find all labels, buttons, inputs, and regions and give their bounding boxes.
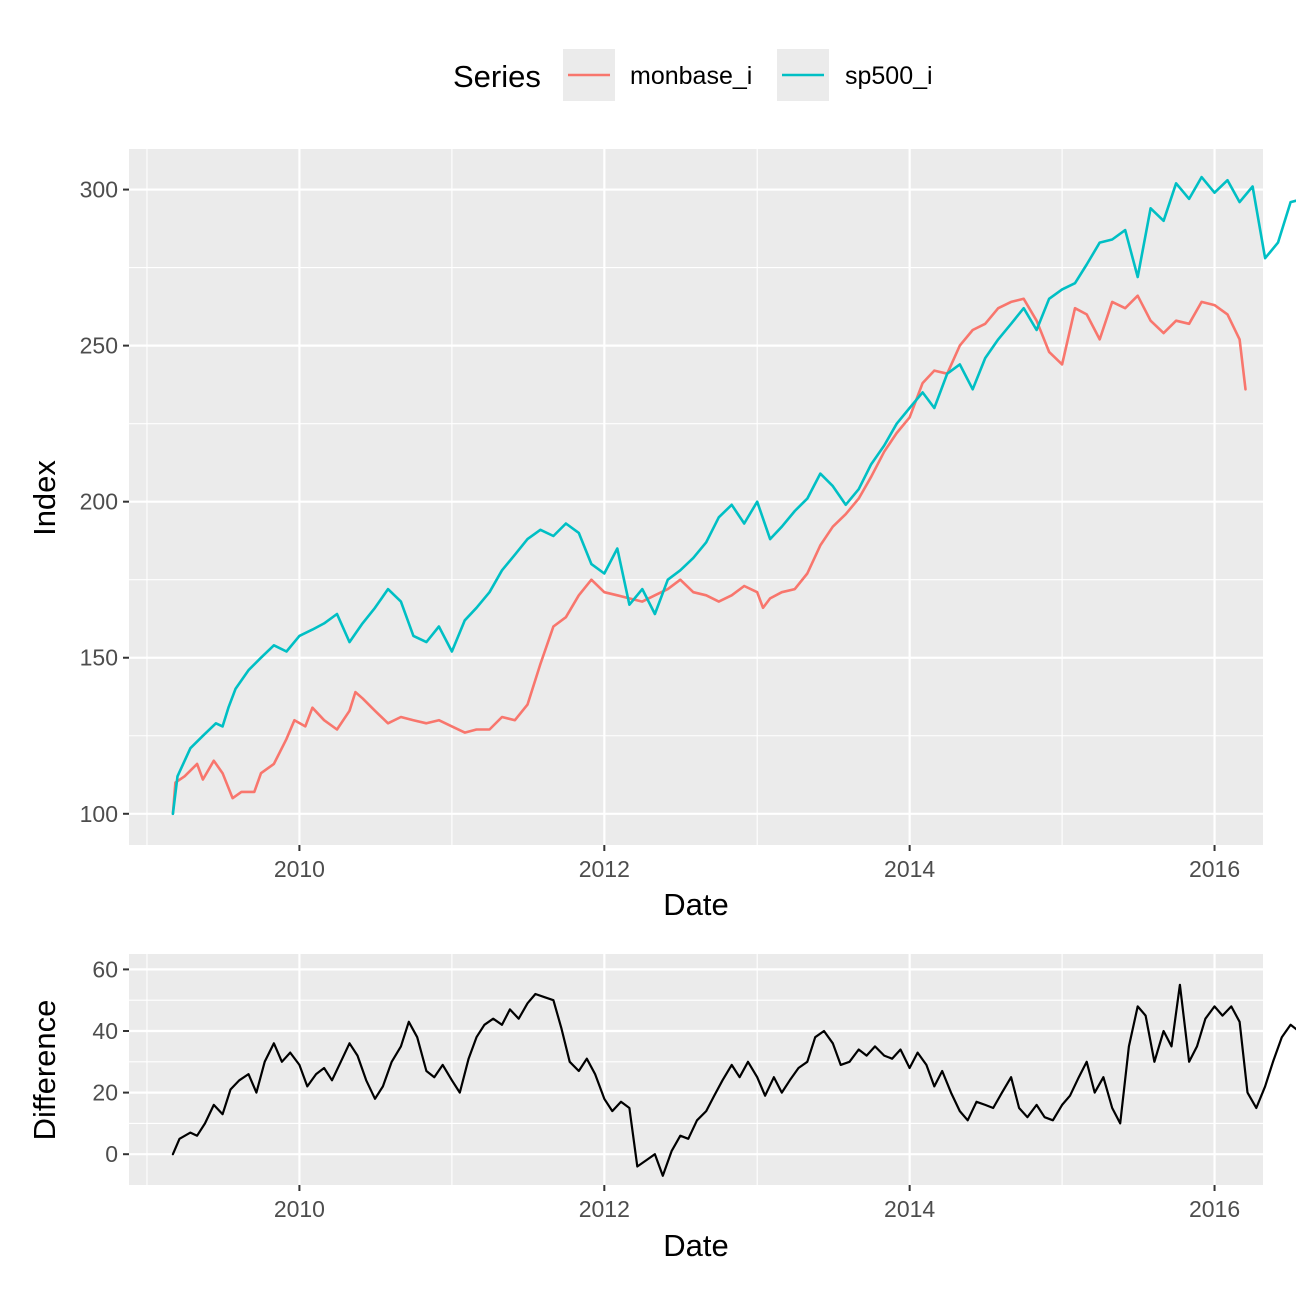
- x-tick-label: 2012: [579, 856, 630, 882]
- top-major-gridlines: [129, 149, 1263, 845]
- y-tick-label: 0: [105, 1141, 118, 1167]
- top-x-axis: 2010 2012 2014 2016: [274, 845, 1240, 882]
- bottom-plot-background: [129, 954, 1263, 1185]
- legend-label-sp500: sp500_i: [845, 62, 933, 90]
- y-tick-label: 20: [92, 1080, 118, 1106]
- difference-line: [171, 983, 1296, 1177]
- y-tick-label: 300: [80, 177, 118, 203]
- top-panel: 100 150 200 250 300 2010 2012 2014 2016 Date In…: [27, 149, 1296, 922]
- top-series-lines: [171, 175, 1296, 816]
- legend-label-monbase: monbase_i: [630, 62, 752, 90]
- top-plot-background: [129, 149, 1263, 845]
- bottom-y-axis: 0 20 40 60: [92, 956, 129, 1167]
- y-tick-label: 60: [92, 956, 118, 982]
- legend-title: Series: [453, 59, 541, 94]
- y-tick-label: 100: [80, 801, 118, 827]
- sp500-i-line: [171, 175, 1296, 816]
- x-tick-label: 2014: [884, 1196, 935, 1222]
- x-tick-label: 2012: [579, 1196, 630, 1222]
- top-y-axis: 100 150 200 250 300: [80, 177, 129, 827]
- y-tick-label: 150: [80, 645, 118, 671]
- x-tick-label: 2010: [274, 856, 325, 882]
- x-tick-label: 2010: [274, 1196, 325, 1222]
- monbase-i-line: [171, 294, 1247, 816]
- bottom-panel: 0 20 40 60 2010 2012 2014 2016 Date Difference: [27, 954, 1296, 1263]
- bottom-series-lines: [171, 983, 1296, 1177]
- top-y-axis-label: Index: [27, 460, 62, 536]
- y-tick-label: 200: [80, 489, 118, 515]
- bottom-x-axis-label: Date: [663, 1228, 728, 1263]
- bottom-x-axis: 2010 2012 2014 2016: [274, 1185, 1240, 1222]
- legend: Series monbase_i sp500_i: [453, 49, 933, 101]
- y-tick-label: 250: [80, 333, 118, 359]
- bottom-major-gridlines: [129, 954, 1263, 1185]
- bottom-y-axis-label: Difference: [27, 1000, 62, 1141]
- top-x-axis-label: Date: [663, 887, 728, 922]
- x-tick-label: 2016: [1189, 1196, 1240, 1222]
- x-tick-label: 2014: [884, 856, 935, 882]
- x-tick-label: 2016: [1189, 856, 1240, 882]
- top-minor-gridlines: [129, 149, 1263, 845]
- y-tick-label: 40: [92, 1018, 118, 1044]
